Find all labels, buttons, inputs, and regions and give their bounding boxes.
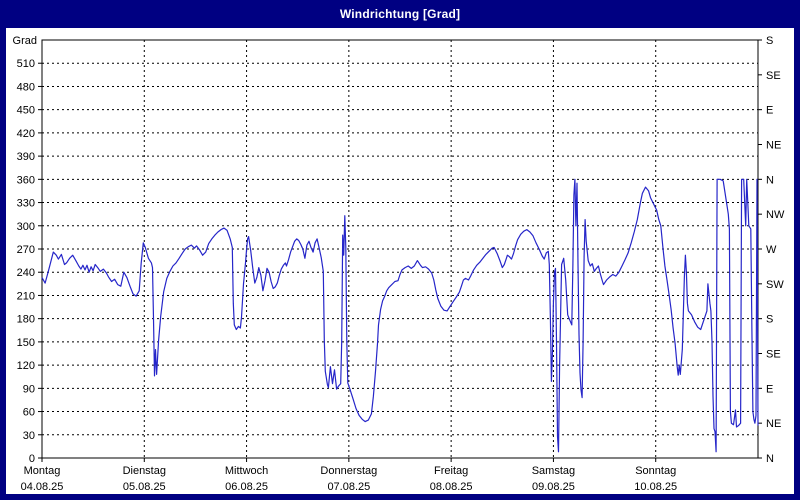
x-day-label: Sonntag [635,465,676,477]
y-right-tick-label: NW [766,209,785,221]
chart-panel [6,28,794,494]
y-left-tick-label: 0 [29,453,35,465]
x-day-label: Donnerstag [320,465,377,477]
y-left-tick-label: 30 [23,430,35,442]
y-left-tick-label: 120 [17,360,35,372]
y-right-tick-label: SW [766,279,784,291]
y-left-tick-label: 480 [17,81,35,93]
y-right-tick-label: N [766,174,774,186]
x-date-label: 07.08.25 [327,481,370,493]
x-date-label: 05.08.25 [123,481,166,493]
y-left-tick-label: 270 [17,244,35,256]
x-date-label: 08.08.25 [430,481,473,493]
y-right-tick-label: NE [766,140,781,152]
y-left-tick-label: 450 [17,105,35,117]
y-right-tick-label: SE [766,70,781,82]
y-left-tick-label: 420 [17,128,35,140]
y-right-tick-label: W [766,244,777,256]
y-right-tick-label: S [766,35,773,47]
x-day-label: Mittwoch [225,465,268,477]
window-title-bar: Windrichtung [Grad] [0,0,800,28]
plot-frame [41,39,759,459]
y-right-tick-label: S [766,314,773,326]
x-date-label: 04.08.25 [21,481,64,493]
x-date-label: 09.08.25 [532,481,575,493]
x-day-label: Dienstag [123,465,166,477]
y-left-tick-label: 360 [17,174,35,186]
y-left-tick-label: 510 [17,58,35,70]
window-title: Windrichtung [Grad] [339,7,461,21]
y-right-tick-label: SE [766,349,781,361]
x-day-label: Montag [24,465,61,477]
x-date-label: 10.08.25 [634,481,677,493]
y-right-tick-label: E [766,105,773,117]
x-day-label: Freitag [434,465,468,477]
y-left-tick-label: 150 [17,337,35,349]
y-left-tick-label: 240 [17,267,35,279]
y-left-tick-label: 90 [23,383,35,395]
series-line-windrichtung [41,178,759,453]
y-left-tick-label: 60 [23,407,35,419]
x-date-label: 06.08.25 [225,481,268,493]
y-right-tick-label: E [766,383,773,395]
y-right-tick-label: NE [766,418,781,430]
y-right-tick-label: N [766,453,774,465]
y-left-tick-label: 180 [17,314,35,326]
y-left-tick-label: 300 [17,221,35,233]
y-left-tick-label: 210 [17,290,35,302]
y-left-tick-label: 390 [17,151,35,163]
y-left-tick-label: 330 [17,198,35,210]
y-axis-unit-label: Grad [13,35,37,47]
x-day-label: Samstag [532,465,575,477]
